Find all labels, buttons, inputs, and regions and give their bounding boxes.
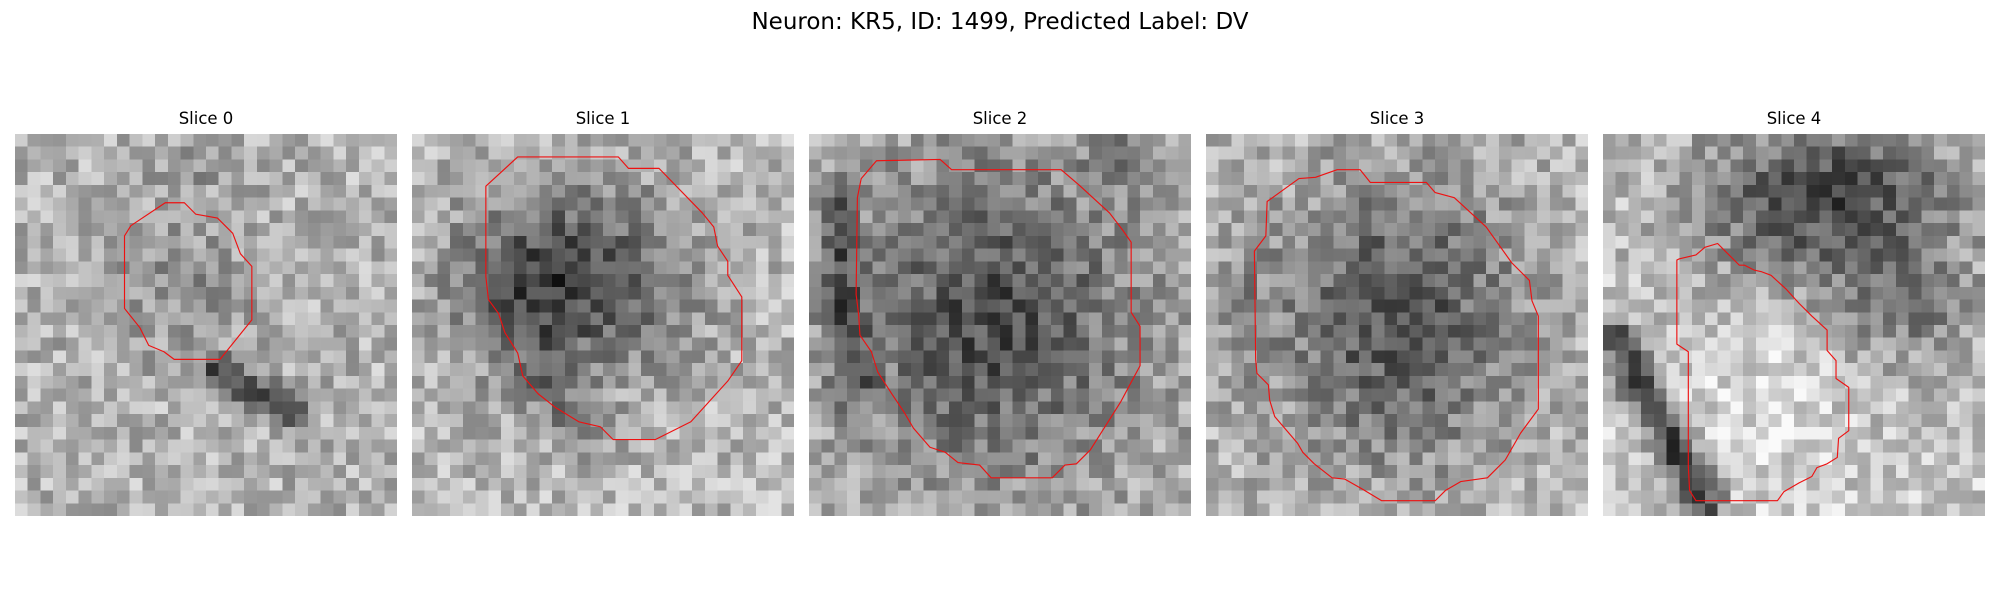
slice-image-3 bbox=[1206, 134, 1588, 516]
segmentation-contour-1 bbox=[485, 156, 743, 441]
slice-panel-3: Slice 3 bbox=[1206, 108, 1588, 520]
segmentation-contour-4 bbox=[1676, 242, 1850, 502]
slice-title-1: Slice 1 bbox=[575, 109, 631, 128]
pixel-grid-2 bbox=[809, 134, 1191, 516]
slice-title-2: Slice 2 bbox=[972, 109, 1028, 128]
slice-panel-4: Slice 4 bbox=[1603, 108, 1985, 520]
slice-title-4: Slice 4 bbox=[1766, 109, 1822, 128]
slice-title-3: Slice 3 bbox=[1369, 109, 1425, 128]
slice-image-4 bbox=[1603, 134, 1985, 516]
pixel-grid-4 bbox=[1603, 134, 1985, 516]
slice-image-2 bbox=[809, 134, 1191, 516]
pixel-grid-1 bbox=[412, 134, 794, 516]
slice-panel-2: Slice 2 bbox=[809, 108, 1191, 520]
slice-panel-0: Slice 0 bbox=[15, 108, 397, 520]
pixel-grid-3 bbox=[1206, 134, 1588, 516]
segmentation-contour-3 bbox=[1253, 169, 1539, 502]
segmentation-contour-0 bbox=[123, 202, 253, 360]
slice-image-0 bbox=[15, 134, 397, 516]
slice-panel-1: Slice 1 bbox=[412, 108, 794, 520]
pixel-grid-0 bbox=[15, 134, 397, 516]
slice-title-0: Slice 0 bbox=[178, 109, 234, 128]
slice-image-1 bbox=[412, 134, 794, 516]
figure-title: Neuron: KR5, ID: 1499, Predicted Label: … bbox=[751, 9, 1249, 35]
segmentation-contour-2 bbox=[855, 158, 1141, 479]
